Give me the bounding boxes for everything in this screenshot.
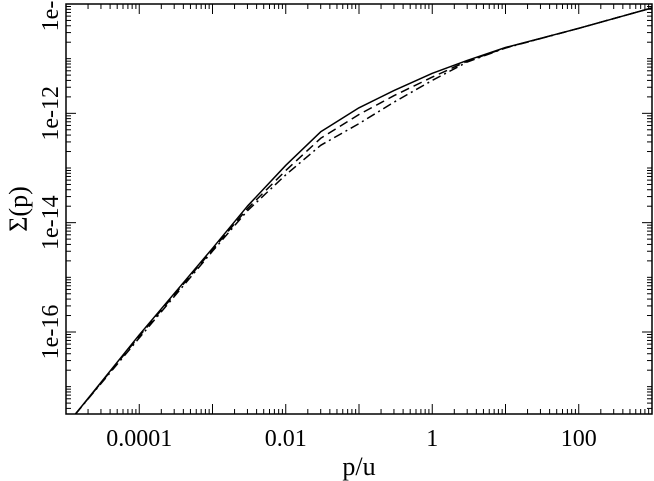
y-tick-label: 1e-14 (38, 195, 64, 250)
series-line-solid (74, 7, 653, 415)
y-tick-label: 1e-10 (38, 0, 64, 31)
y-axis-label: Σ(p) (4, 186, 33, 231)
x-tick-label: 0.01 (265, 426, 307, 452)
ticks (65, 3, 652, 414)
x-tick-label: 100 (561, 426, 597, 452)
series-group (74, 7, 653, 415)
series-line-dashdot (74, 7, 653, 415)
tick-labels: 0.0001 0.01 1 100 1e-16 1e-14 1e-12 1e-10 (38, 0, 597, 452)
y-tick-label: 1e-12 (38, 86, 64, 141)
series-line-dashed (74, 7, 653, 415)
plot-frame (65, 3, 653, 415)
x-tick-label: 1 (426, 426, 438, 452)
x-tick-label: 0.0001 (106, 426, 172, 452)
x-axis-label: p/u (342, 452, 375, 481)
y-tick-label: 1e-16 (38, 305, 64, 360)
